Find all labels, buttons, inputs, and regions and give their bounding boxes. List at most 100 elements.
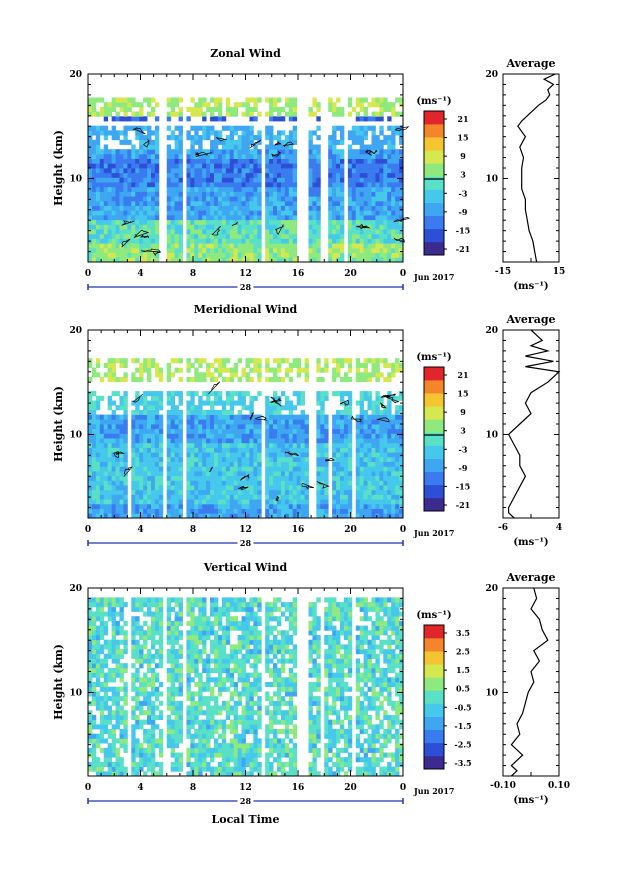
- heatmap-cell: [229, 438, 235, 444]
- heatmap-cell: [190, 233, 195, 239]
- heatmap-cell: [273, 210, 278, 216]
- heatmap-cell: [340, 205, 345, 211]
- heatmap-cell: [280, 163, 286, 169]
- heatmap-cell: [135, 205, 140, 211]
- heatmap-cell: [332, 111, 337, 117]
- heatmap-cell: [284, 513, 290, 519]
- heatmap-cell: [316, 219, 321, 225]
- heatmap-cell: [202, 400, 207, 406]
- heatmap-cell: [241, 163, 246, 169]
- heatmap-cell: [214, 409, 219, 415]
- heatmap-cell: [363, 191, 368, 197]
- heatmap-cell: [229, 158, 235, 164]
- heatmap-cell: [253, 433, 258, 439]
- heatmap-cell: [233, 367, 239, 373]
- heatmap-cell: [391, 125, 396, 131]
- heatmap-cell: [131, 229, 136, 235]
- heatmap-cell: [379, 191, 384, 197]
- heatmap-cell: [95, 200, 101, 206]
- heatmap-cell: [383, 153, 388, 159]
- heatmap-cell: [249, 111, 254, 117]
- heatmap-cell: [336, 433, 341, 439]
- heatmap-cell: [131, 499, 136, 505]
- heatmap-cell: [257, 139, 262, 145]
- heatmap-cell: [170, 97, 176, 103]
- heatmap-cell: [249, 395, 254, 401]
- heatmap-cell: [91, 719, 97, 725]
- heatmap-cell: [355, 466, 361, 472]
- heatmap-cell: [127, 252, 132, 258]
- heatmap-cell: [399, 130, 404, 136]
- heatmap-cell: [367, 252, 372, 258]
- heatmap-cell: [355, 447, 361, 453]
- heatmap-cell: [237, 461, 242, 467]
- heatmap-cell: [186, 438, 191, 444]
- heatmap-cell: [88, 639, 93, 645]
- heatmap-cell: [198, 172, 203, 178]
- heatmap-cell: [292, 153, 298, 159]
- heatmap-cell: [237, 257, 242, 263]
- heatmap-cell: [241, 191, 246, 197]
- heatmap-cell: [166, 424, 172, 430]
- heatmap-cell: [123, 471, 128, 477]
- contour-line: [356, 223, 371, 229]
- heatmap-cell: [375, 395, 380, 401]
- heatmap-cell: [174, 238, 179, 244]
- heatmap-cell: [316, 252, 321, 258]
- heatmap-cell: [359, 391, 365, 397]
- heatmap-cell: [292, 130, 298, 136]
- heatmap-cell: [292, 196, 298, 202]
- heatmap-cell: [288, 130, 294, 136]
- heatmap-cell: [206, 391, 211, 397]
- heatmap-cell: [107, 205, 113, 211]
- heatmap-cell: [95, 724, 101, 730]
- heatmap-cell: [198, 372, 203, 378]
- contour-line: [123, 466, 134, 477]
- heatmap-cell: [206, 135, 211, 141]
- heatmap-cell: [233, 125, 239, 131]
- heatmap-cell: [245, 438, 250, 444]
- heatmap-cell: [139, 177, 144, 183]
- heatmap-cell: [355, 229, 361, 235]
- heatmap-cell: [154, 233, 160, 239]
- heatmap-cell: [88, 438, 93, 444]
- heatmap-cell: [332, 452, 337, 458]
- heatmap-cell: [245, 405, 250, 411]
- heatmap-cell: [269, 461, 274, 467]
- heatmap-cell: [139, 475, 144, 481]
- heatmap-cell: [127, 210, 132, 216]
- heatmap-cell: [99, 191, 105, 197]
- heatmap-cell: [257, 499, 262, 505]
- heatmap-cell: [367, 471, 372, 477]
- heatmap-cell: [95, 362, 101, 368]
- heatmap-cell: [147, 480, 152, 486]
- heatmap-cell: [241, 200, 246, 206]
- heatmap-cell: [399, 367, 404, 373]
- heatmap-cell: [190, 400, 195, 406]
- heatmap-cell: [375, 475, 380, 481]
- heatmap-cell: [95, 172, 101, 178]
- day-label-bg: [237, 282, 254, 292]
- heatmap-cell: [178, 182, 183, 188]
- heatmap-cell: [131, 663, 136, 669]
- heatmap-cell: [265, 163, 270, 169]
- heatmap-cell: [383, 377, 388, 383]
- heatmap-cell: [241, 419, 246, 425]
- heatmap-cell: [158, 367, 164, 373]
- heatmap-cell: [214, 257, 219, 263]
- heatmap-cell: [107, 163, 113, 169]
- heatmap-cell: [174, 158, 179, 164]
- heatmap-cell: [371, 229, 376, 235]
- heatmap-cell: [347, 433, 353, 439]
- heatmap-cell: [328, 215, 333, 221]
- heatmap-cell: [277, 508, 282, 514]
- heatmap-cell: [225, 135, 231, 141]
- heatmap-cell: [131, 714, 136, 720]
- heatmap-cell: [245, 362, 250, 368]
- heatmap-cell: [343, 494, 349, 500]
- heatmap-cell: [151, 362, 156, 368]
- heatmap-cell: [355, 238, 361, 244]
- heatmap-cell: [131, 433, 136, 439]
- heatmap-cell: [296, 452, 302, 458]
- heatmap-cell: [292, 163, 298, 169]
